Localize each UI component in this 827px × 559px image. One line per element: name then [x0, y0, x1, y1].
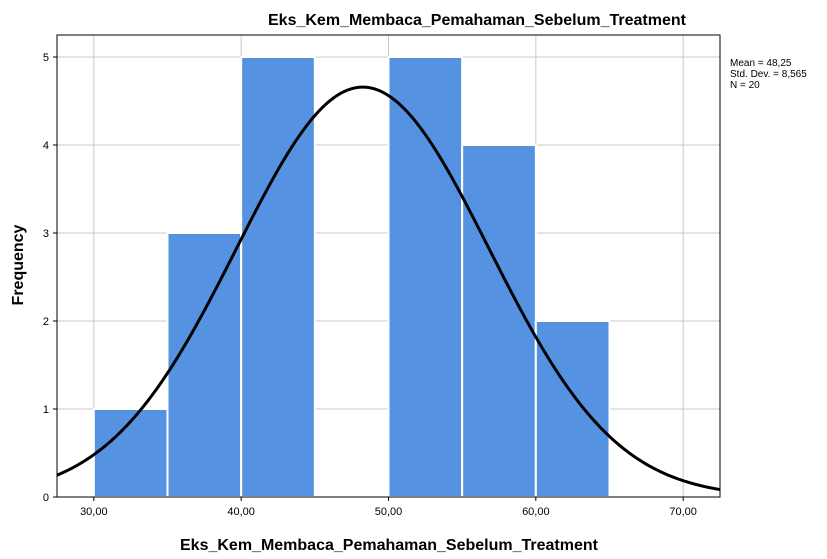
x-axis-ticks: 30,00 40,00 50,00 60,00 70,00 — [80, 497, 697, 518]
chart-title: Eks_Kem_Membaca_Pemahaman_Sebelum_Treatm… — [268, 12, 687, 29]
x-tick-label: 50,00 — [375, 506, 403, 518]
x-axis-label: Eks_Kem_Membaca_Pemahaman_Sebelum_Treatm… — [180, 537, 599, 554]
y-tick-label: 0 — [43, 492, 49, 504]
histogram-bar — [240, 56, 316, 498]
histogram-bar — [387, 56, 464, 498]
y-tick-label: 3 — [43, 228, 49, 240]
bars — [92, 56, 611, 498]
histogram-bar — [166, 232, 243, 498]
y-tick-label: 2 — [43, 316, 49, 328]
x-tick-label: 60,00 — [522, 506, 550, 518]
x-tick-label: 30,00 — [80, 506, 108, 518]
x-tick-label: 70,00 — [669, 506, 697, 518]
stats-std-dev: Std. Dev. = 8,565 — [730, 69, 807, 80]
histogram-bar — [461, 144, 537, 498]
stats-box: Mean = 48,25 Std. Dev. = 8,565 N = 20 — [730, 58, 807, 91]
stats-mean: Mean = 48,25 — [730, 58, 792, 69]
stats-n: N = 20 — [730, 80, 760, 91]
y-axis-ticks: 0 1 2 3 4 5 — [43, 52, 57, 504]
y-axis-label: Frequency — [10, 224, 27, 305]
y-tick-label: 5 — [43, 52, 49, 64]
normal-curve — [56, 85, 721, 492]
y-tick-label: 4 — [43, 140, 49, 152]
histogram-bar — [534, 320, 611, 498]
x-tick-label: 40,00 — [227, 506, 255, 518]
y-tick-label: 1 — [43, 404, 49, 416]
